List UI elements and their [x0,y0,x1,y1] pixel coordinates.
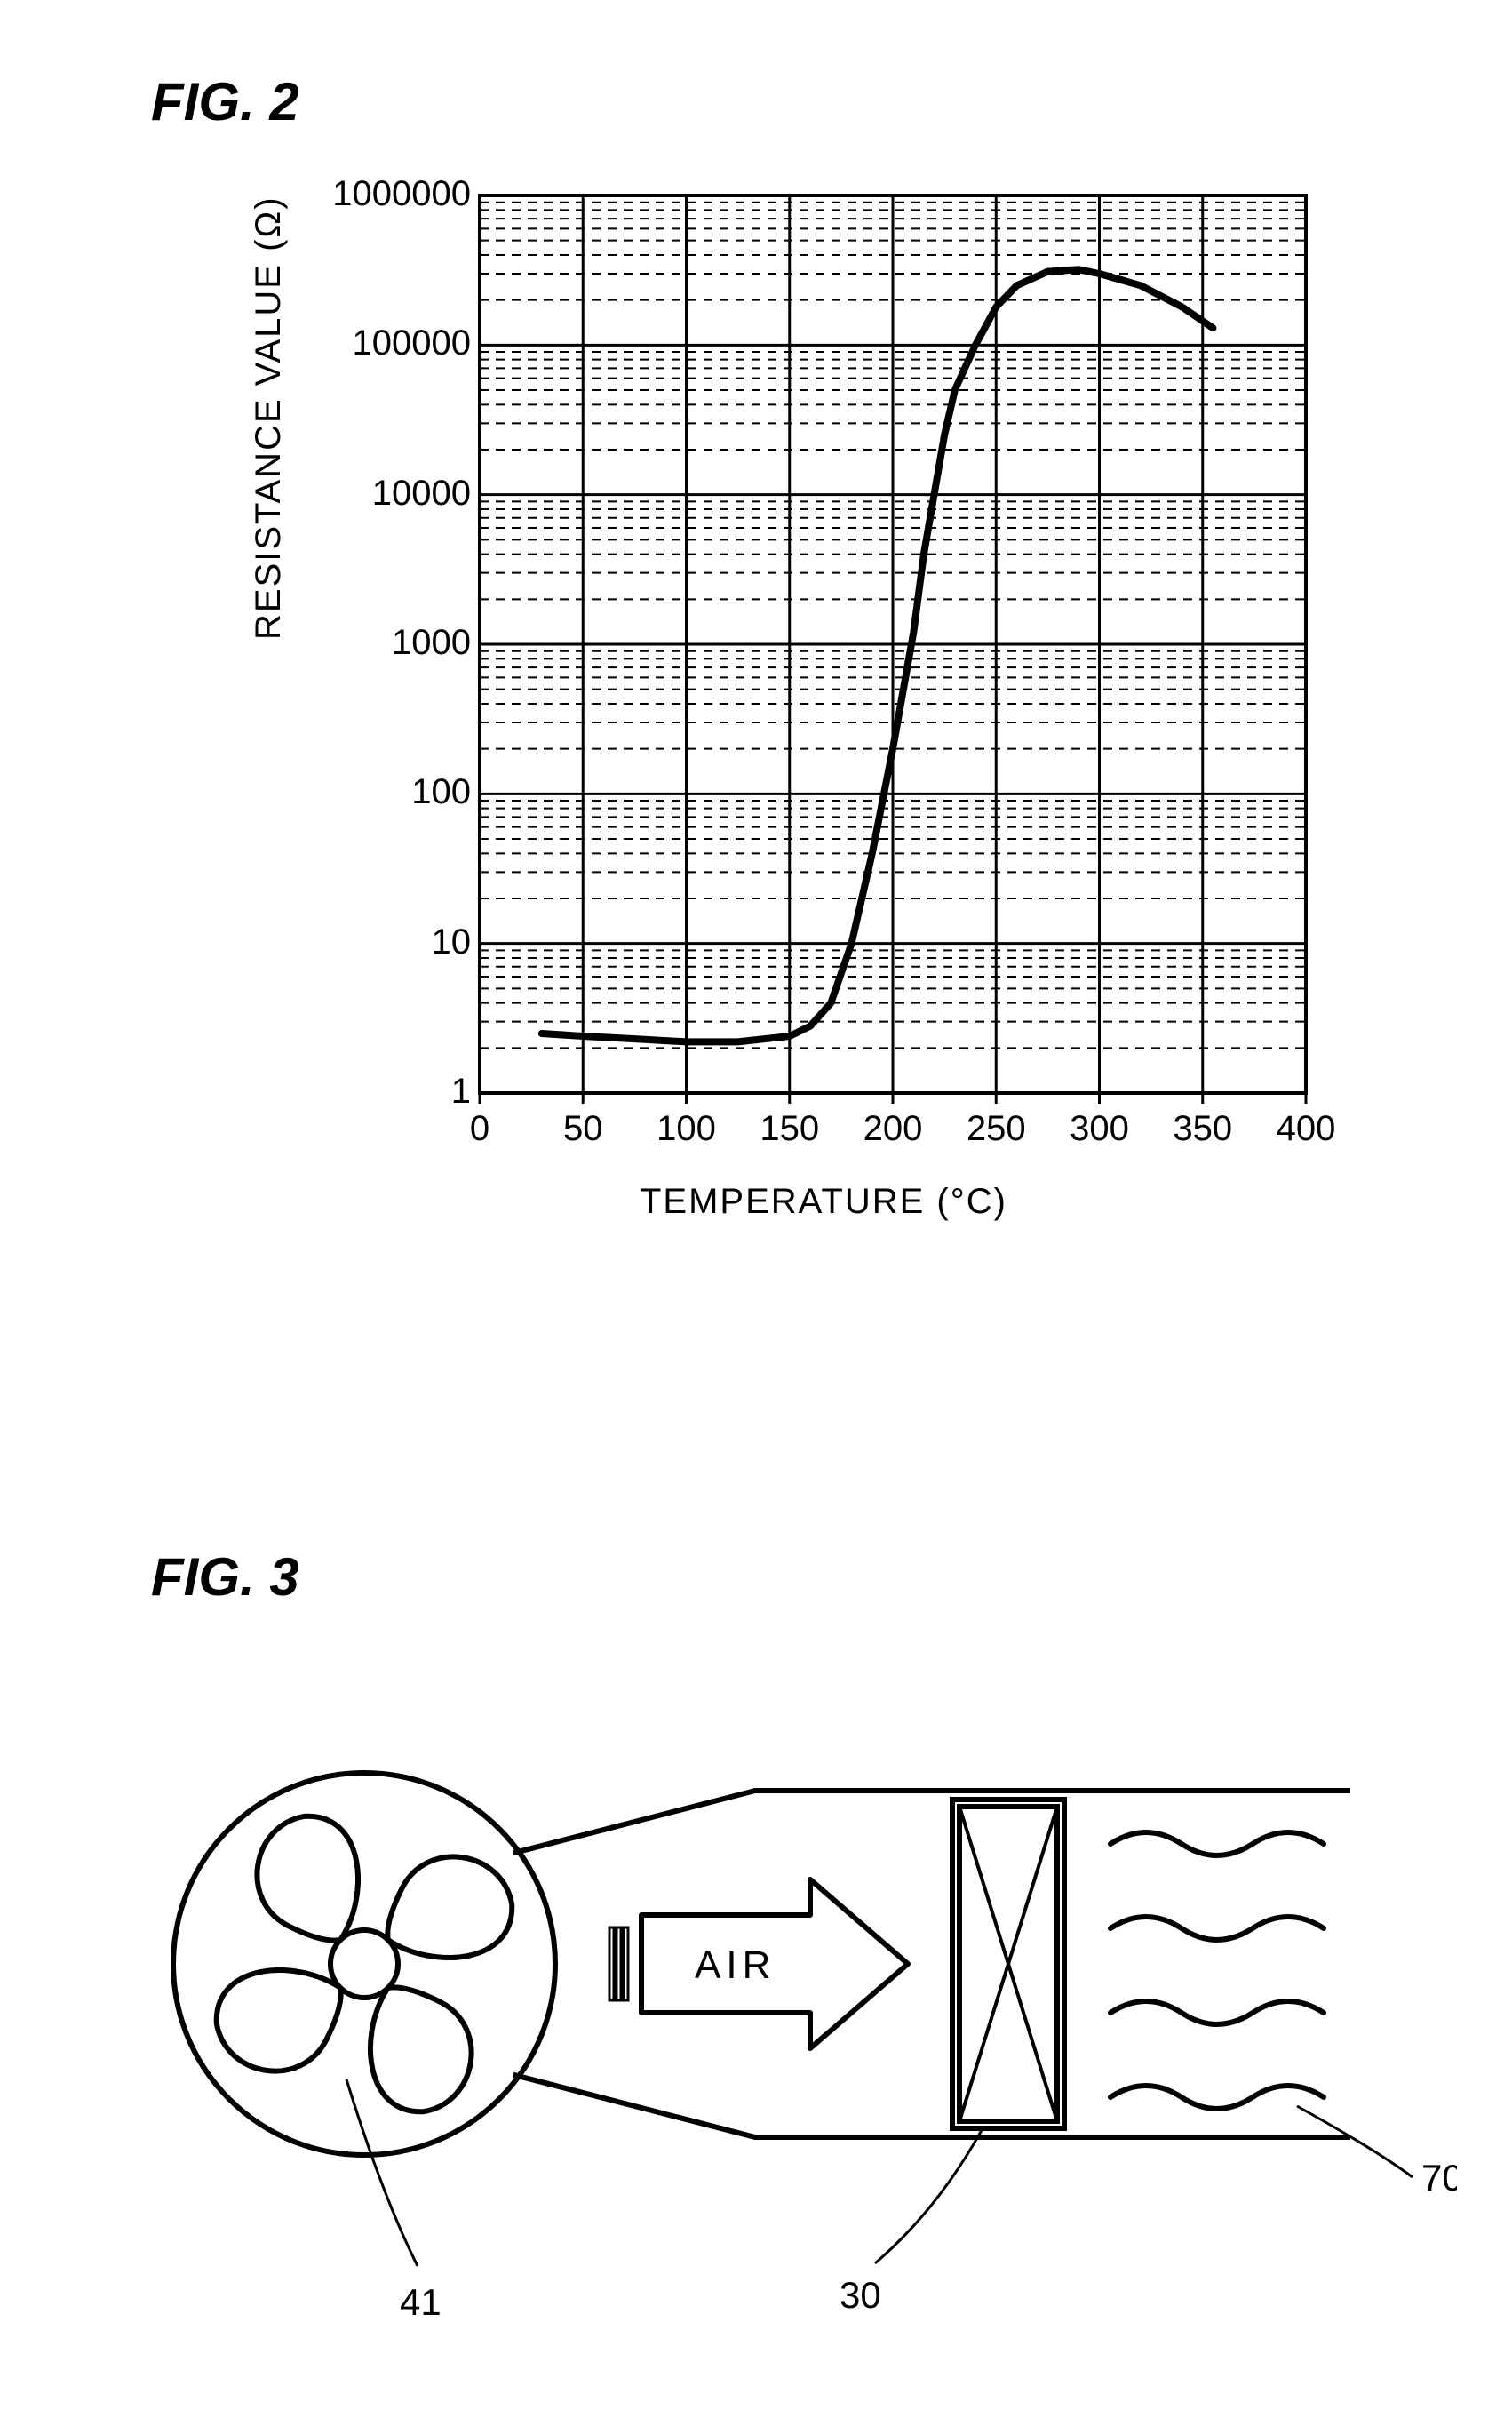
svg-text:30: 30 [840,2274,881,2316]
x-tick-label: 100 [651,1109,722,1149]
y-axis-label: RESISTANCE VALUE (Ω) [249,196,289,640]
svg-text:AIR: AIR [695,1943,776,1987]
x-tick-label: 400 [1270,1109,1341,1149]
fig2-chart [409,178,1386,1244]
y-tick-label: 10000 [293,474,471,514]
x-axis-label: TEMPERATURE (°C) [640,1182,1007,1222]
x-tick-label: 250 [960,1109,1031,1149]
x-tick-label: 200 [857,1109,928,1149]
x-tick-label: 150 [754,1109,825,1149]
fig3-title: FIG. 3 [151,1546,299,1608]
y-tick-label: 10 [293,922,471,962]
fig3-diagram: 41 AIR 30 70 [124,1706,1457,2382]
y-tick-label: 1000 [293,623,471,663]
x-tick-label: 300 [1064,1109,1135,1149]
x-tick-label: 0 [444,1109,515,1149]
svg-text:41: 41 [400,2281,442,2323]
y-tick-label: 1 [293,1072,471,1112]
svg-text:70: 70 [1421,2157,1457,2199]
x-tick-label: 50 [547,1109,618,1149]
y-tick-label: 100000 [293,323,471,363]
y-tick-label: 100 [293,772,471,812]
fig2-title: FIG. 2 [151,71,299,132]
y-tick-label: 1000000 [293,174,471,214]
x-tick-label: 350 [1167,1109,1238,1149]
